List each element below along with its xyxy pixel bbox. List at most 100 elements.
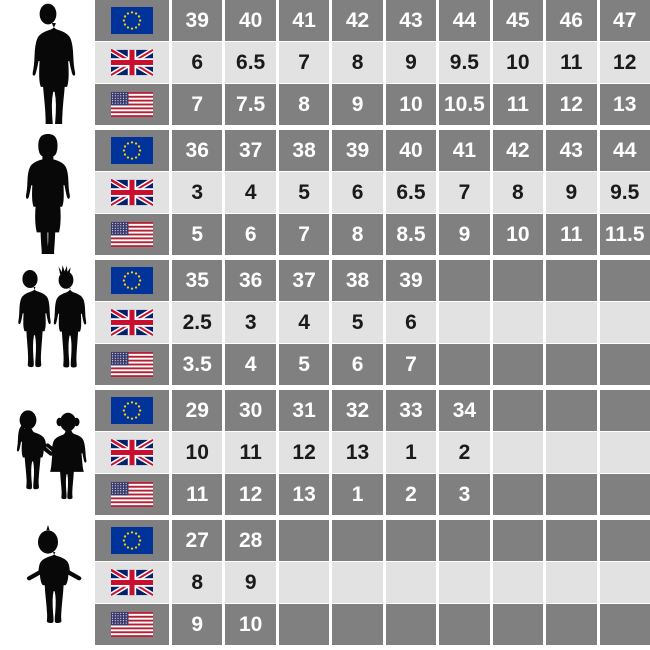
size-cell: 35 [172, 260, 223, 301]
size-cell-empty [439, 562, 490, 603]
size-cell-empty [439, 344, 490, 385]
size-cell-empty [599, 302, 650, 343]
size-cell: 40 [225, 0, 276, 41]
size-cell-empty [492, 604, 544, 645]
size-value: 39 [345, 139, 370, 162]
size-value: 7.5 [236, 93, 266, 116]
size-cell: 6 [385, 302, 437, 343]
size-cell-empty [492, 432, 544, 473]
size-cell-empty [546, 562, 597, 603]
size-value: 10 [185, 441, 209, 464]
size-cell-empty [492, 474, 544, 515]
size-row-eu: 29 30 31 32 33 34 [95, 390, 650, 431]
size-cell: 5 [278, 344, 330, 385]
size-value: 4 [298, 311, 310, 334]
size-section-young-children: 29 30 31 32 33 34 10 11 12 13 1 2 11 12 13 1 2 3 [0, 390, 650, 515]
size-row-uk: 3 4 5 6 6.5 7 8 9 9.5 [95, 172, 650, 213]
size-value: 2 [405, 483, 417, 506]
size-cell: 34 [439, 390, 490, 431]
size-cell: 8 [332, 214, 383, 255]
size-value: 6 [191, 51, 204, 74]
size-cell: 11 [546, 42, 597, 83]
region-flag-cell-eu [95, 0, 169, 41]
size-cell: 13 [599, 84, 650, 125]
size-cell: 6.5 [225, 42, 276, 83]
size-value: 6 [405, 311, 417, 334]
size-cell-empty [599, 520, 650, 561]
size-cell: 11 [492, 84, 544, 125]
size-value: 11 [186, 483, 209, 506]
size-cell: 2.5 [172, 302, 223, 343]
toddler-silhouette [0, 520, 95, 644]
size-cell: 8 [492, 172, 544, 213]
region-flag-cell-eu [95, 520, 169, 561]
region-flag-cell-eu [95, 130, 169, 171]
region-flag-cell-uk [95, 42, 169, 83]
size-cell-empty [439, 520, 490, 561]
size-cell-empty [492, 520, 544, 561]
size-cell: 1 [385, 432, 437, 473]
size-cell: 12 [599, 42, 650, 83]
size-cell: 13 [278, 474, 330, 515]
size-value: 39 [399, 269, 423, 292]
size-value: 12 [559, 93, 583, 116]
us-flag-icon [111, 221, 153, 248]
size-value: 38 [345, 269, 370, 292]
size-cell: 10 [492, 214, 544, 255]
size-cell: 39 [172, 0, 223, 41]
size-cell: 2 [439, 432, 490, 473]
size-cell-empty [546, 390, 597, 431]
older-children-silhouette [17, 265, 86, 368]
size-cell-empty [492, 390, 544, 431]
size-value: 1 [405, 441, 417, 464]
size-value: 3 [458, 483, 471, 506]
size-cell: 44 [599, 130, 650, 171]
adult-man-silhouette [32, 3, 75, 124]
region-flag-cell-us [95, 84, 169, 125]
region-flag-cell-us [95, 474, 169, 515]
size-value: 7 [298, 51, 310, 74]
size-value: 39 [185, 9, 209, 32]
size-cell: 6.5 [385, 172, 437, 213]
size-value: 10 [399, 93, 423, 116]
size-cell: 30 [225, 390, 276, 431]
size-value: 4 [244, 353, 257, 376]
size-value: 5 [191, 223, 204, 246]
region-flag-cell-uk [95, 432, 169, 473]
size-value: 43 [559, 139, 583, 162]
size-value: 43 [399, 9, 423, 32]
size-row-eu: 36 37 38 39 40 41 42 43 44 [95, 130, 650, 171]
size-row-uk: 6 6.5 7 8 9 9.5 10 11 12 [95, 42, 650, 83]
us-flag-icon [111, 91, 153, 118]
size-cell: 5 [278, 172, 330, 213]
size-cell-empty [439, 302, 490, 343]
size-cell: 38 [332, 260, 383, 301]
size-cell-empty [278, 520, 330, 561]
size-cell: 11.5 [599, 214, 650, 255]
size-value: 8 [512, 181, 524, 204]
size-value: 10 [238, 613, 263, 636]
size-cell: 7.5 [225, 84, 276, 125]
size-value: 1 [351, 483, 364, 506]
size-value: 2 [458, 441, 471, 464]
size-cell: 3 [172, 172, 223, 213]
size-cell: 9 [385, 42, 437, 83]
size-value: 34 [452, 399, 477, 422]
size-cell: 12 [225, 474, 276, 515]
size-value: 36 [185, 139, 209, 162]
size-value: 37 [238, 139, 263, 162]
size-cell: 8 [278, 84, 330, 125]
older-children-silhouette [0, 260, 95, 384]
size-cell: 5 [332, 302, 383, 343]
size-value: 38 [292, 139, 316, 162]
size-cell-empty [492, 260, 544, 301]
size-cell: 31 [278, 390, 330, 431]
size-cell: 10 [172, 432, 223, 473]
size-value: 7 [405, 353, 417, 376]
size-cell: 11 [546, 214, 597, 255]
size-value: 46 [559, 9, 583, 32]
region-flag-cell-uk [95, 172, 169, 213]
size-cell: 10.5 [439, 84, 490, 125]
size-value: 10 [506, 51, 530, 74]
